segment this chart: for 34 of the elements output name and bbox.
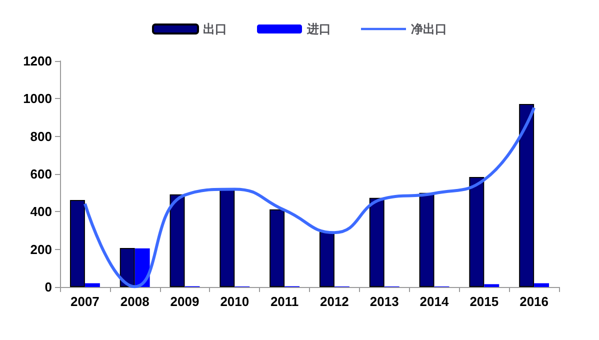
x-tick-label: 2013 (370, 294, 399, 309)
legend-label: 进口 (306, 22, 331, 36)
bar (519, 104, 534, 287)
x-tick-label: 2011 (270, 294, 299, 309)
bar (270, 209, 285, 287)
x-tick-label: 2007 (70, 294, 100, 309)
x-tick-label: 2016 (520, 294, 549, 309)
legend-label: 净出口 (411, 22, 447, 36)
y-tick-label: 1200 (23, 54, 52, 68)
bar (70, 200, 85, 287)
y-tick-label: 0 (44, 280, 52, 294)
bar (419, 192, 434, 287)
x-tick-label: 2014 (420, 294, 450, 309)
x-tick-label: 2008 (120, 294, 150, 309)
y-tick-label: 200 (30, 242, 52, 257)
bar (469, 177, 484, 287)
bar (120, 248, 135, 287)
x-tick-label: 2012 (320, 294, 349, 309)
x-tick-label: 2015 (470, 294, 499, 309)
x-tick-label: 2010 (220, 294, 250, 309)
bar (84, 283, 100, 287)
bar (220, 188, 235, 287)
y-tick-label: 600 (30, 166, 52, 182)
y-tick-label: 400 (30, 204, 52, 220)
y-tick-label: 800 (30, 128, 52, 144)
bar (170, 194, 185, 287)
x-tick-label: 2009 (170, 294, 200, 309)
bar (369, 198, 384, 287)
bar (484, 284, 500, 287)
bar (534, 283, 550, 287)
legend-label: 出口 (203, 22, 227, 36)
y-tick-label: 1000 (23, 91, 52, 106)
line-series (83, 106, 536, 288)
bar (319, 232, 334, 287)
